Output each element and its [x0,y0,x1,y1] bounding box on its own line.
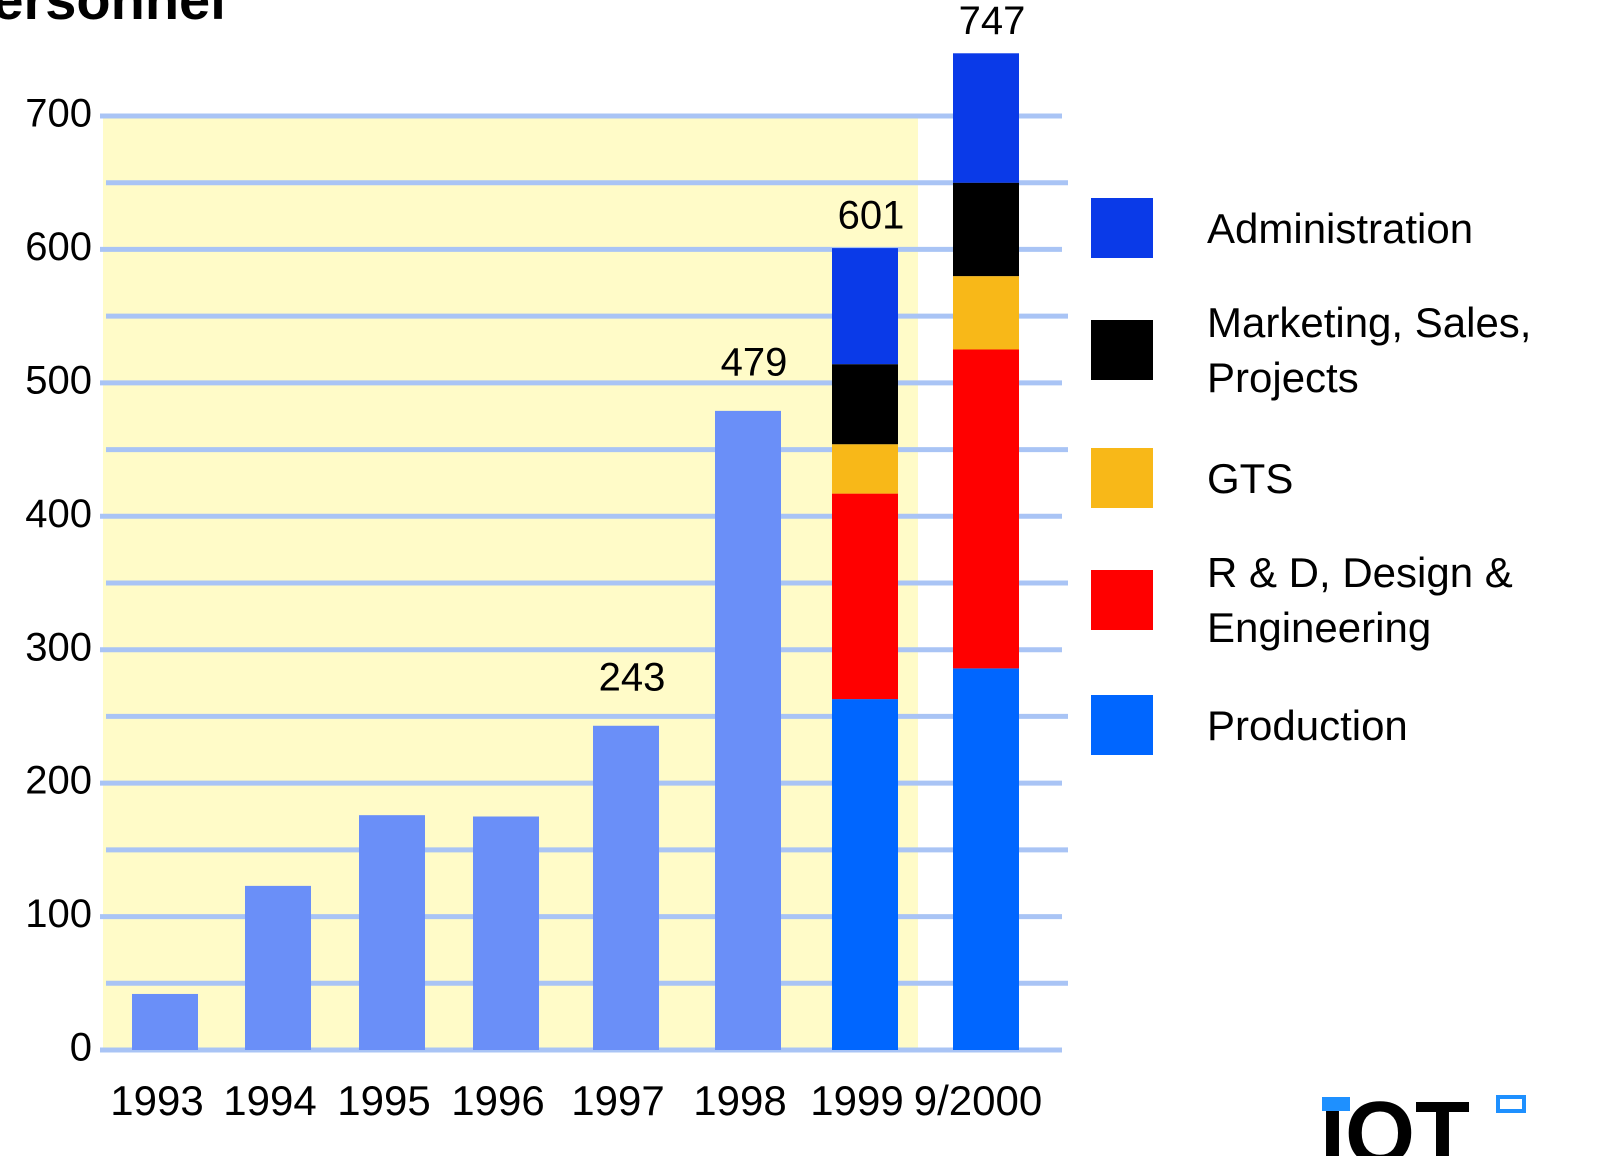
legend-label: Marketing, Sales, Projects [1207,299,1532,401]
y-tick-label: 500 [25,358,92,402]
legend-entry: Marketing, Sales, Projects [1091,295,1607,405]
logo-mark [1322,1097,1350,1111]
y-tick-label: 0 [70,1026,92,1070]
legend-entry: Administration [1091,198,1607,258]
y-tick-label: 100 [25,892,92,936]
value-label: 243 [599,655,666,699]
stack-segment [832,699,898,1050]
bar [715,410,781,1050]
stack-segment [953,349,1019,669]
total-label: 747 [959,0,1026,43]
legend-entry: Production [1091,695,1607,755]
chart-title: Personnel [0,0,226,31]
x-tick-label: 1998 [693,1077,786,1124]
bar [473,816,539,1050]
x-tick-label: 9/2000 [914,1077,1042,1124]
stack-segment [832,444,898,494]
stack-segment [953,276,1019,350]
legend-swatch [1091,695,1153,755]
value-label: 479 [721,340,788,384]
legend-swatch [1091,570,1153,630]
x-tick-label: 1997 [571,1077,664,1124]
y-tick-label: 300 [25,625,92,669]
legend-swatch [1091,320,1153,380]
bar [132,993,198,1050]
x-tick-label: 1993 [110,1077,203,1124]
x-tick-label: 1999 [810,1077,903,1124]
stack-segment [832,493,898,700]
x-tick-label: 1995 [337,1077,430,1124]
bars: 1993 1994 1995 1996 1997 243 1998 479 1999 601 9/2… [110,0,1042,1124]
logo-mark [1496,1095,1526,1113]
legend-label: GTS [1207,454,1294,502]
bar [245,885,311,1050]
legend-swatch [1091,448,1153,508]
legend-label: Production [1207,701,1408,749]
stack-segment [953,668,1019,1050]
legend-swatch [1091,198,1153,258]
legend-entry: R & D, Design & Engineering [1091,545,1607,655]
x-tick-label: 1994 [223,1077,316,1124]
logo: IOT [1320,1084,1470,1156]
bar [593,725,659,1050]
y-tick-label: 200 [25,759,92,803]
legend-label: R & D, Design & Engineering [1207,549,1513,651]
legend-entry: GTS [1091,448,1607,508]
total-label: 601 [838,194,905,238]
grid: 0 100 200 300 400 500 600 700 [25,92,1068,1070]
legend-label: Administration [1207,204,1474,252]
x-tick-label: 1996 [451,1077,544,1124]
y-tick-label: 700 [25,92,92,136]
stack-segment [832,248,898,365]
stack-segment [832,364,898,445]
y-tick-label: 600 [25,225,92,269]
bar [359,815,425,1050]
stack-segment [953,53,1019,183]
stack-segment [953,182,1019,277]
y-tick-label: 400 [25,492,92,536]
